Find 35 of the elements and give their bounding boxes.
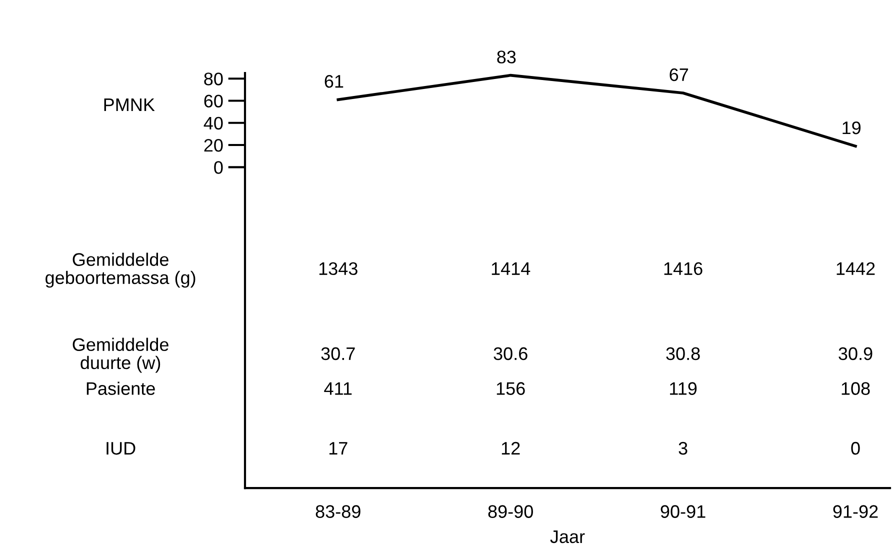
data-label: 83 <box>497 50 516 64</box>
y-tick-label: 40 <box>204 116 223 130</box>
annotation: 1343 <box>319 262 358 276</box>
text: Gemiddelde duurte (w) <box>72 338 168 373</box>
x-axis-title: Jaar <box>550 530 585 544</box>
annotation: 108 <box>842 382 870 395</box>
annotation: 156 <box>496 382 525 395</box>
annotation: 1414 <box>492 262 530 275</box>
x-tick-label: 90-91 <box>660 505 706 518</box>
annotation: 30.6 <box>494 347 528 360</box>
data-label: 61 <box>324 74 344 88</box>
data-label: 67 <box>670 68 688 82</box>
x-tick-label: 89-90 <box>488 505 533 518</box>
annotation: 1416 <box>664 262 702 276</box>
annotation: 30.8 <box>666 347 700 360</box>
text: Gemiddelde geboortemassa (g) <box>46 252 196 288</box>
annotation: 1442 <box>836 262 875 275</box>
data-label: 19 <box>842 121 861 134</box>
y-axis-title: PMNK <box>104 98 155 111</box>
annotation: 3 <box>678 442 688 455</box>
annotation: 30.7 <box>321 347 355 360</box>
annotation: 411 <box>324 382 352 395</box>
x-tick-label: 83-89 <box>316 505 360 518</box>
y-tick-label: 20 <box>204 138 223 152</box>
y-tick-label: 0 <box>214 161 223 174</box>
annotation: 17 <box>329 442 348 455</box>
annotation: 119 <box>670 382 697 395</box>
y-tick-label: 80 <box>204 72 223 86</box>
text: Pasiente <box>86 382 155 395</box>
annotation: 0 <box>851 442 860 455</box>
text: IUD <box>106 442 136 455</box>
x-tick-label: 91-92 <box>833 505 878 518</box>
annotation: 12 <box>502 442 520 455</box>
annotation: 30.9 <box>838 347 872 360</box>
y-tick-label: 60 <box>204 94 223 108</box>
